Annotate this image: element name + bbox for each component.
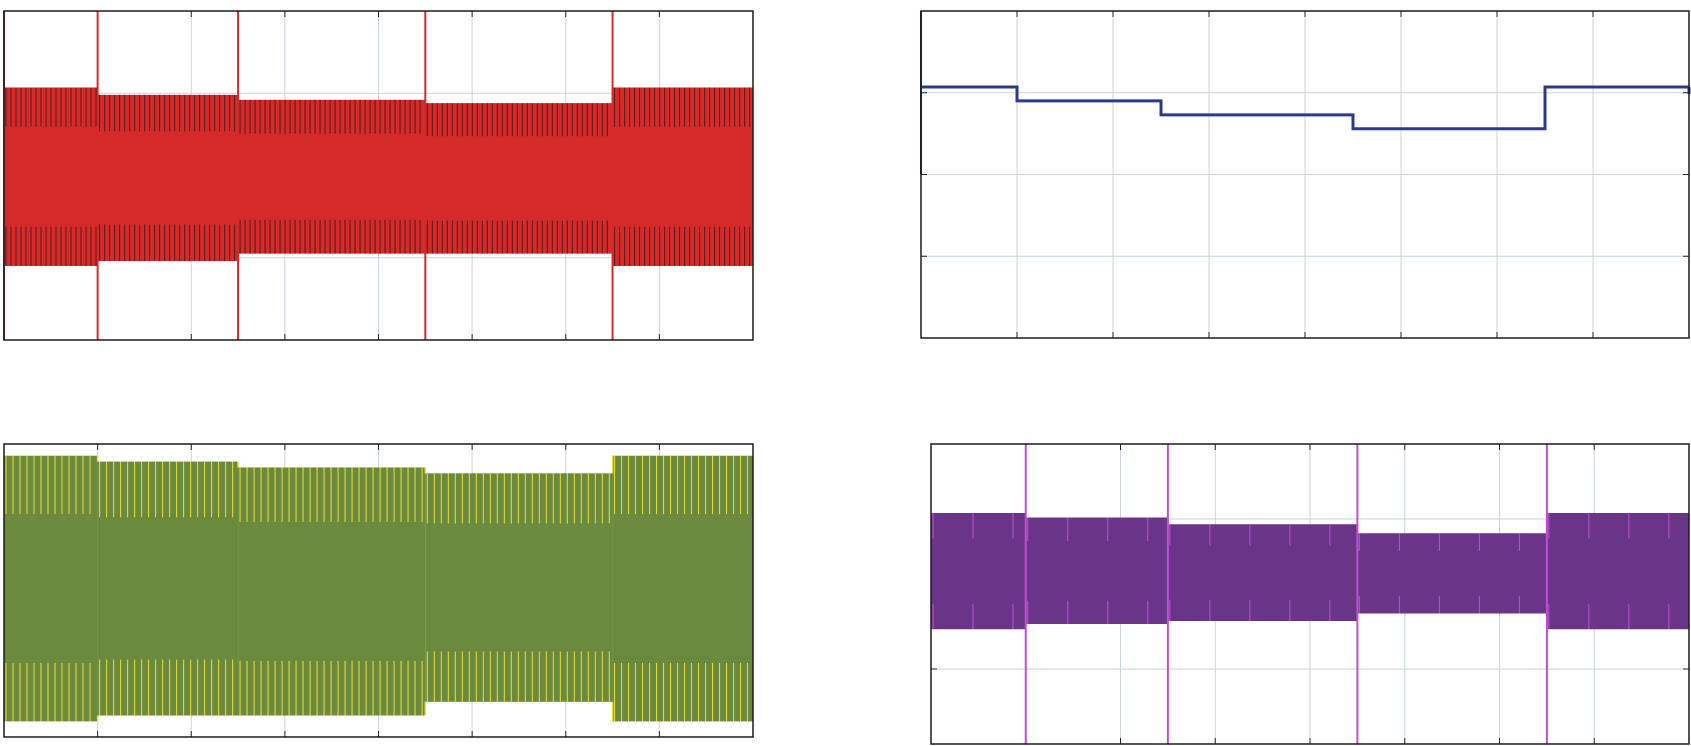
envelope-segment (1025, 517, 1168, 624)
plot-frame (3, 10, 754, 341)
envelope-segment (238, 99, 426, 254)
envelope-segment (4, 455, 98, 722)
plot-frame (3, 443, 754, 738)
envelope-segment (612, 455, 753, 722)
panel-red-envelope (3, 10, 754, 341)
envelope-segment (1167, 524, 1358, 621)
plot-frame (920, 10, 1690, 339)
panel-green-envelope (3, 443, 754, 738)
envelope-segment (1546, 513, 1689, 630)
envelope-segment (1357, 533, 1547, 614)
envelope-segment (931, 513, 1026, 630)
envelope-segment (425, 103, 613, 254)
envelope-segment (238, 467, 426, 716)
panel-blue-step (920, 10, 1691, 339)
plot-frame (930, 443, 1690, 745)
envelope-segment (97, 94, 239, 262)
envelope-segment (425, 473, 613, 702)
envelope-segment (612, 87, 753, 266)
envelope-segment (97, 461, 239, 716)
panel-purple-envelope (930, 443, 1690, 745)
